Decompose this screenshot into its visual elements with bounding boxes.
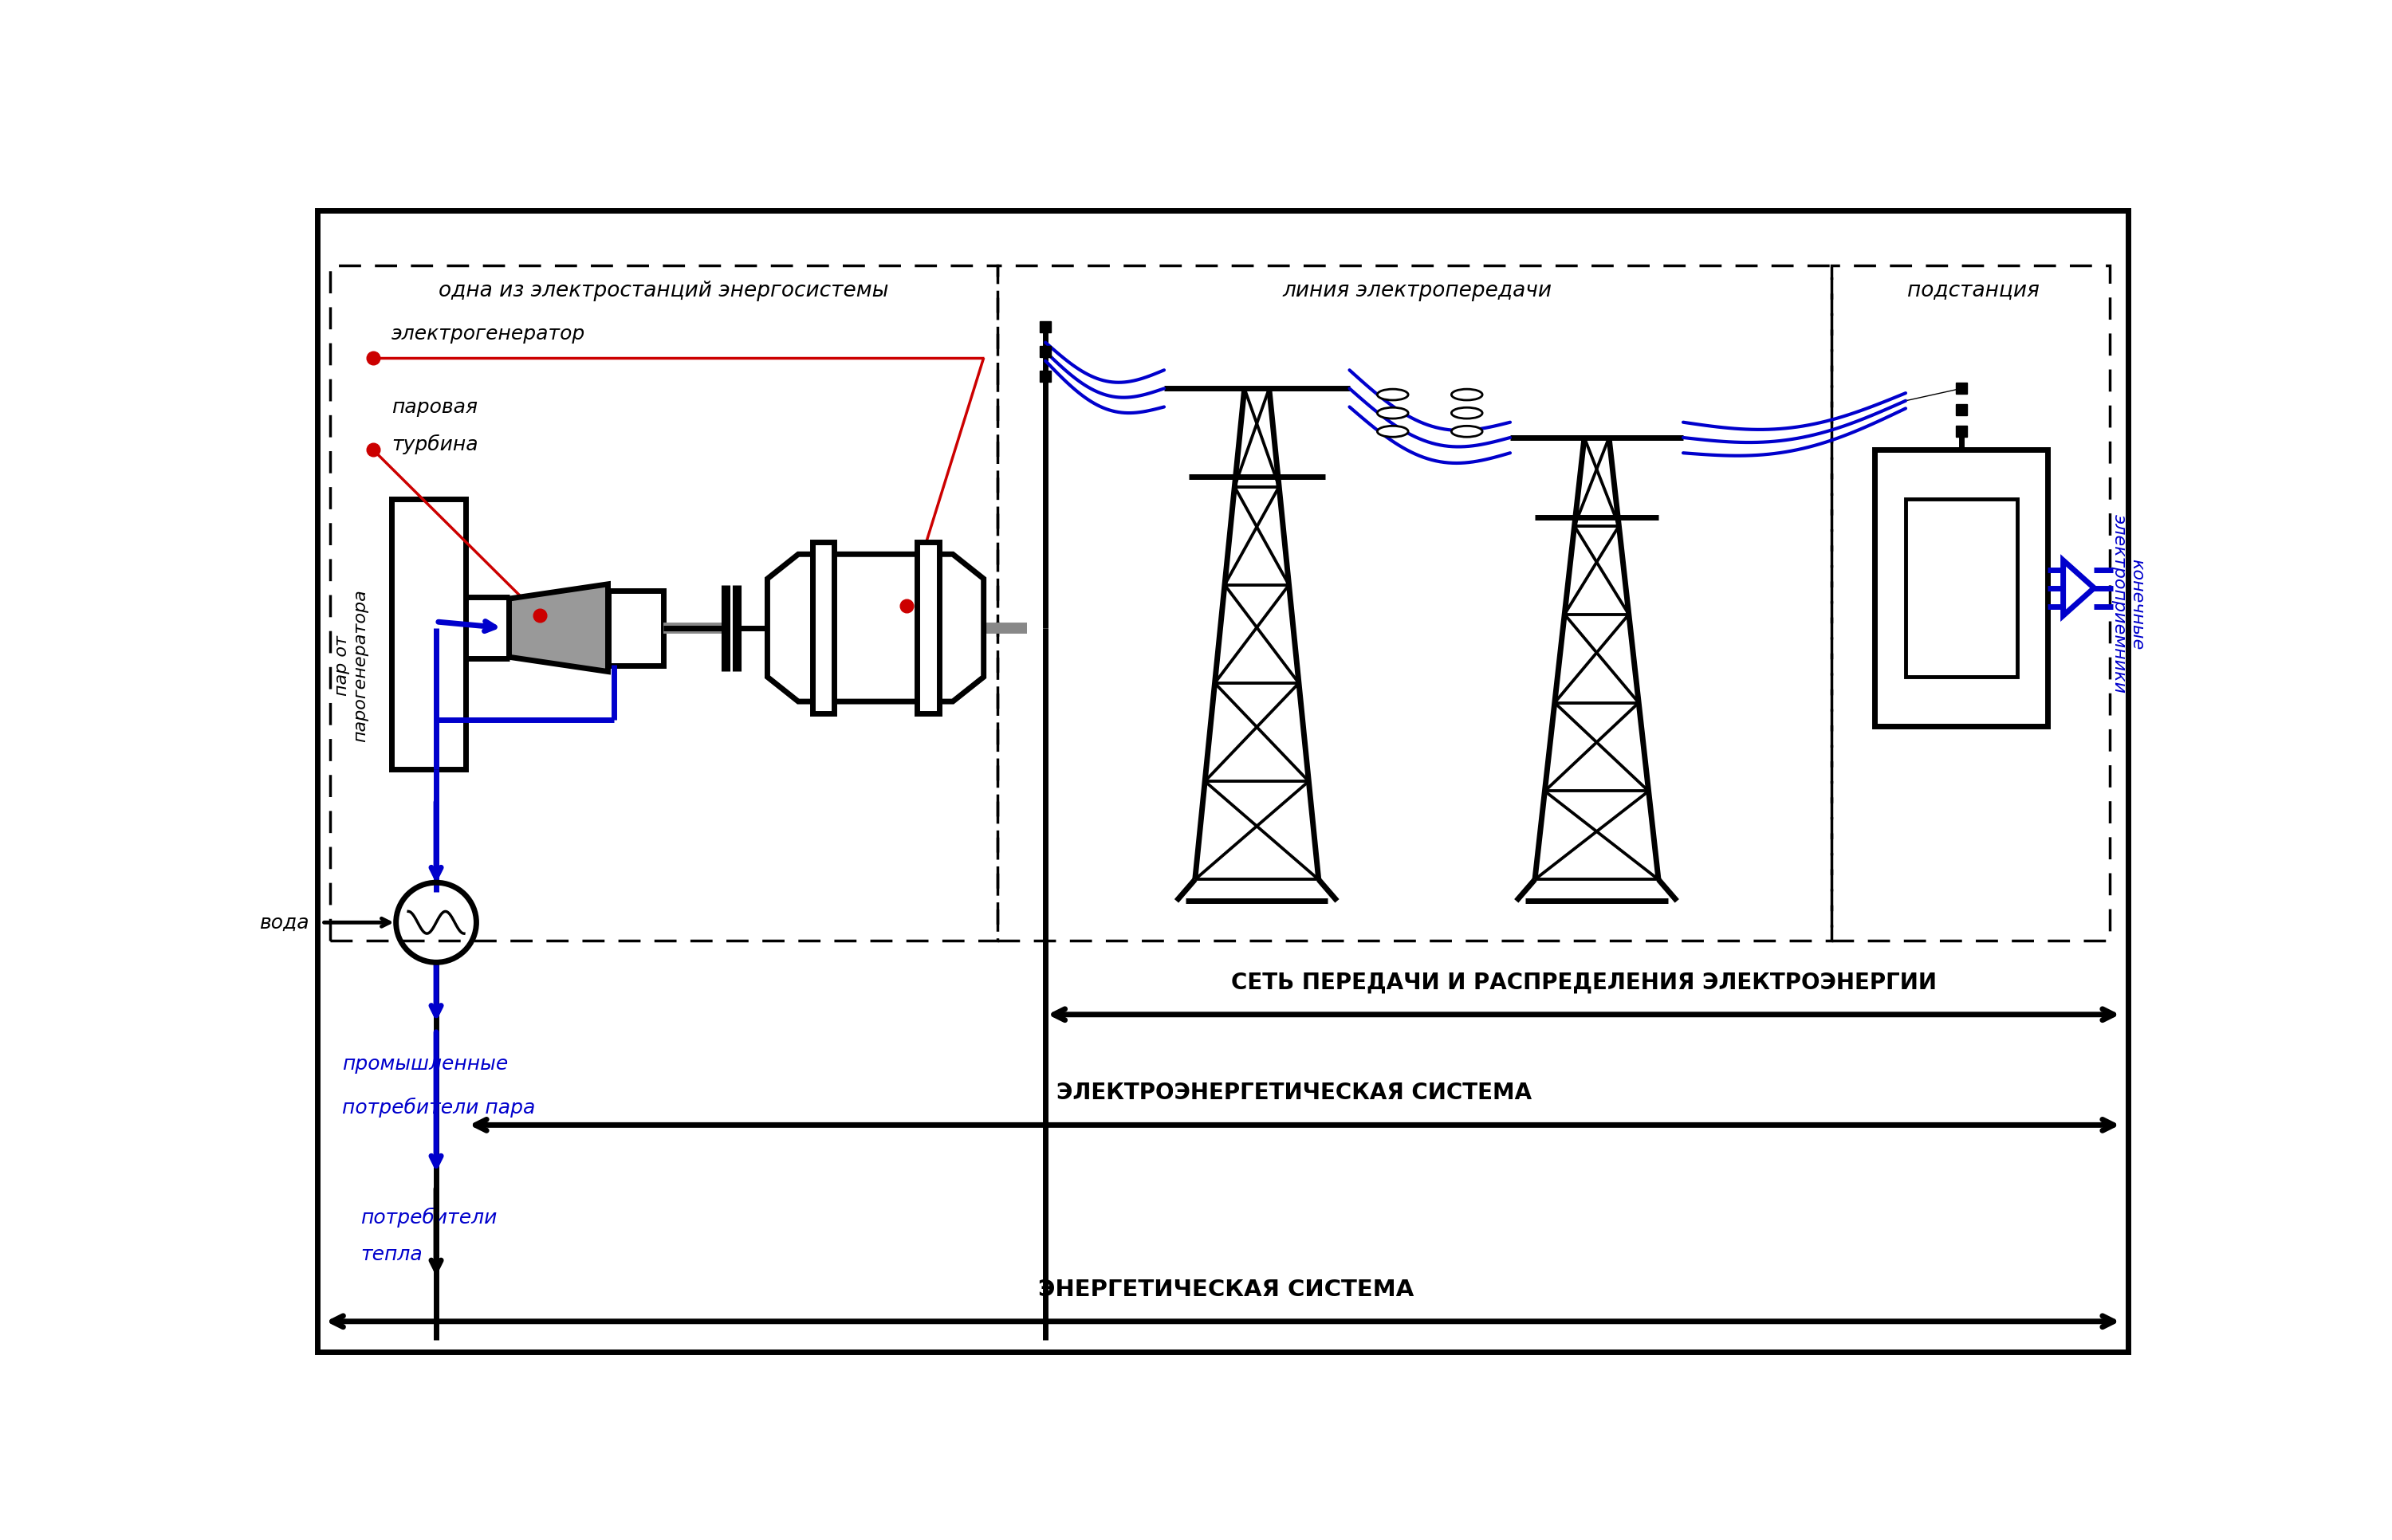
Ellipse shape <box>1378 390 1409 400</box>
Ellipse shape <box>1378 427 1409 437</box>
Bar <box>1957 383 1966 394</box>
Ellipse shape <box>1452 390 1483 400</box>
Ellipse shape <box>1378 408 1409 419</box>
Ellipse shape <box>1452 427 1483 437</box>
Bar <box>997 266 1832 941</box>
Ellipse shape <box>1452 408 1483 419</box>
Bar <box>1957 405 1966 416</box>
Bar <box>1875 450 2048 727</box>
Text: подстанция: подстанция <box>1906 280 2040 302</box>
Bar <box>813 542 835 715</box>
Text: вода: вода <box>261 913 309 932</box>
Text: линия электропередачи: линия электропередачи <box>1282 280 1552 302</box>
Text: потребители: потребители <box>361 1207 498 1227</box>
Text: СЕТЬ ПЕРЕДАЧИ И РАСПРЕДЕЛЕНИЯ ЭЛЕКТРОЭНЕРГИИ: СЕТЬ ПЕРЕДАЧИ И РАСПРЕДЕЛЕНИЯ ЭЛЕКТРОЭНЕ… <box>1232 972 1938 993</box>
Text: ЭНЕРГЕТИЧЕСКАЯ СИСТЕМА: ЭНЕРГЕТИЧЕСКАЯ СИСТЕМА <box>1038 1278 1414 1300</box>
Bar <box>1906 499 2016 678</box>
Text: конечные
электроприемники: конечные электроприемники <box>2110 514 2146 693</box>
Bar <box>1041 322 1050 333</box>
Bar <box>1957 427 1966 437</box>
Bar <box>330 266 997 941</box>
Bar <box>1832 266 2110 941</box>
Text: тепла: тепла <box>361 1244 423 1264</box>
Bar <box>392 499 466 770</box>
Polygon shape <box>509 585 608 671</box>
Text: электрогенератор: электрогенератор <box>392 325 586 343</box>
Text: турбина: турбина <box>392 434 478 454</box>
Bar <box>1041 346 1050 357</box>
Text: паровая: паровая <box>392 397 478 417</box>
Bar <box>608 591 663 665</box>
Text: потребители пара: потребители пара <box>342 1096 536 1116</box>
Text: одна из электростанций энергосистемы: одна из электростанций энергосистемы <box>438 280 890 302</box>
Text: пар от
парогенератора: пар от парогенератора <box>335 588 368 742</box>
Polygon shape <box>768 554 983 702</box>
Bar <box>1041 371 1050 382</box>
Bar <box>916 542 940 715</box>
Text: ЭЛЕКТРОЭНЕРГЕТИЧЕСКАЯ СИСТЕМА: ЭЛЕКТРОЭНЕРГЕТИЧЕСКАЯ СИСТЕМА <box>1057 1081 1533 1104</box>
Text: промышленные: промышленные <box>342 1055 507 1073</box>
